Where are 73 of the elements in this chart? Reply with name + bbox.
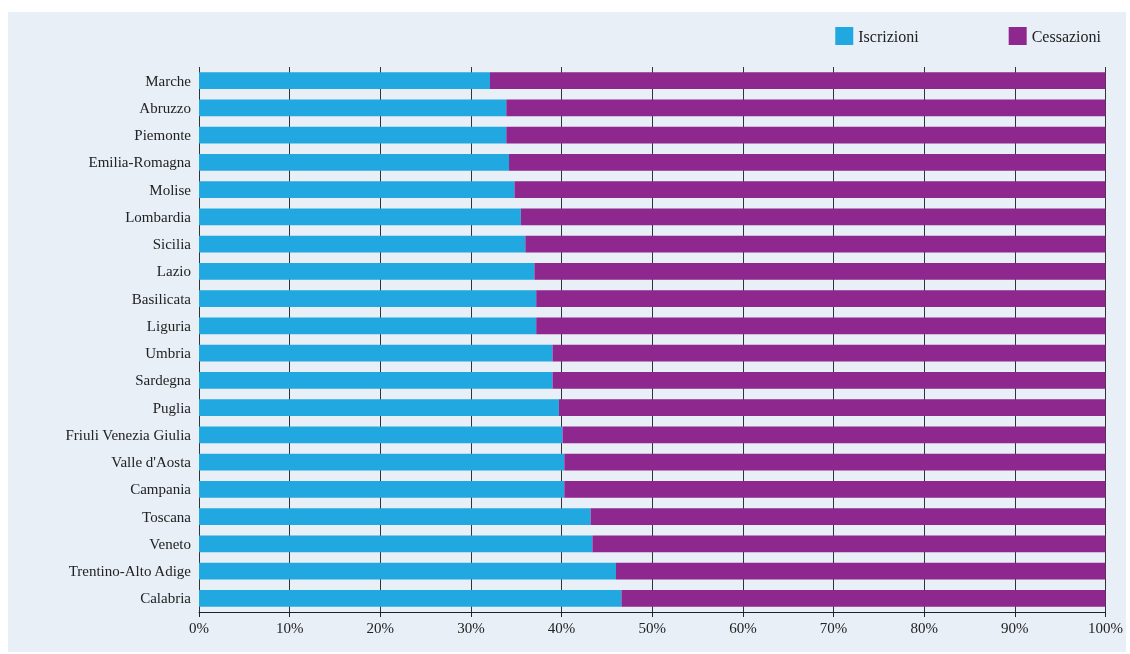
bar — [509, 153, 1106, 171]
y-tick-label: Friuli Venezia Giulia — [65, 426, 192, 443]
bar — [199, 208, 521, 226]
x-tick-label: 10% — [275, 619, 304, 636]
bar — [199, 317, 537, 335]
bar — [199, 235, 526, 253]
y-tick-label: Campania — [130, 481, 192, 498]
y-tick-label: Liguria — [146, 317, 192, 334]
x-tick-label: 90% — [1001, 619, 1029, 636]
bar — [199, 399, 559, 417]
bar — [199, 535, 593, 553]
bar — [534, 262, 1106, 280]
bar — [592, 535, 1106, 553]
bar — [199, 126, 507, 144]
x-tick-label: 80% — [910, 619, 938, 636]
legend-label: Iscrizioni — [858, 27, 920, 45]
y-tick-label: Sicilia — [152, 236, 192, 253]
bar — [564, 453, 1106, 471]
bar — [199, 290, 537, 308]
bar — [562, 426, 1106, 444]
bar — [489, 72, 1106, 90]
bar — [536, 290, 1106, 308]
bar — [199, 426, 563, 444]
bar — [199, 371, 553, 389]
y-tick-label: Valle d'Aosta — [111, 454, 192, 471]
bar — [536, 317, 1106, 335]
x-tick-label: 50% — [638, 619, 666, 636]
bar — [552, 344, 1106, 362]
bar — [199, 181, 515, 199]
bar — [558, 399, 1106, 417]
y-tick-label: Calabria — [140, 590, 192, 607]
bar — [621, 589, 1106, 607]
y-tick-label: Basilicata — [131, 290, 192, 307]
bar — [514, 181, 1106, 199]
bar — [199, 508, 591, 526]
y-tick-label: Piemonte — [134, 127, 192, 144]
y-tick-label: Puglia — [152, 399, 192, 416]
bar — [615, 562, 1106, 580]
bar — [199, 153, 510, 171]
bar — [199, 262, 535, 280]
bar — [199, 72, 490, 90]
y-tick-label: Veneto — [149, 535, 191, 552]
x-tick-label: 40% — [547, 619, 576, 636]
bar — [525, 235, 1106, 253]
y-tick-label: Toscana — [142, 508, 192, 525]
bar — [506, 99, 1106, 117]
bar — [506, 126, 1106, 144]
bar — [199, 344, 553, 362]
y-tick-label: Molise — [149, 181, 192, 198]
y-tick-label: Lombardia — [125, 208, 192, 225]
bar — [552, 371, 1106, 389]
y-tick-label: Sardegna — [135, 372, 192, 389]
x-tick-label: 0% — [189, 619, 209, 636]
x-tick-label: 30% — [457, 619, 485, 636]
x-tick-label: 20% — [366, 619, 395, 636]
y-tick-label: Marche — [145, 72, 192, 89]
y-tick-label: Emilia-Romagna — [88, 154, 192, 171]
bar — [564, 480, 1106, 498]
bar — [199, 453, 565, 471]
y-tick-label: Abruzzo — [139, 99, 191, 116]
bar — [199, 99, 507, 117]
x-tick-label: 70% — [819, 619, 848, 636]
x-tick-label: 60% — [729, 619, 757, 636]
bar — [590, 508, 1106, 526]
y-tick-label: Umbria — [145, 345, 192, 362]
bar — [199, 480, 565, 498]
y-tick-label: Trentino-Alto Adige — [68, 563, 192, 580]
bar — [520, 208, 1106, 226]
x-tick-label: 100% — [1088, 619, 1123, 636]
legend-label: Cessazioni — [1031, 27, 1102, 45]
bar — [199, 589, 622, 607]
bar — [199, 562, 616, 580]
y-tick-label: Lazio — [156, 263, 191, 280]
